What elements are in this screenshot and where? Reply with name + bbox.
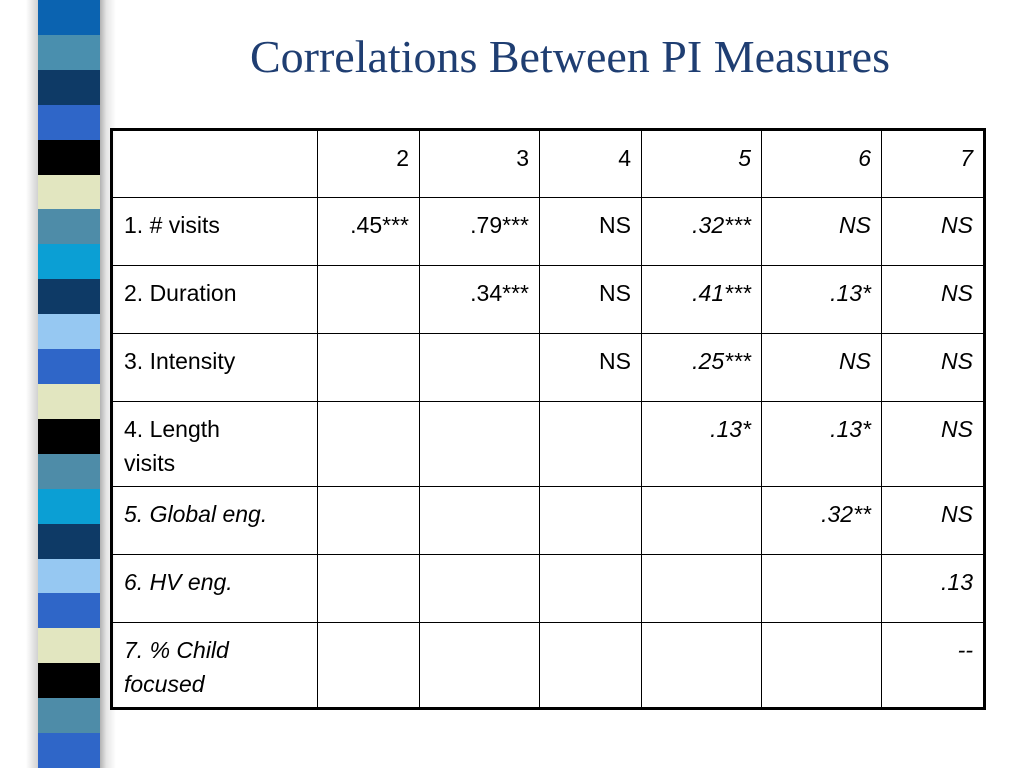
- stripe-segment: [38, 209, 100, 245]
- stripe-segment: [38, 384, 100, 420]
- stripe-segment: [38, 279, 100, 315]
- table-cell: [317, 333, 420, 402]
- table-cell: .34***: [419, 265, 540, 334]
- row-label: 4. Length visits: [111, 401, 318, 487]
- row-label: 3. Intensity: [111, 333, 318, 402]
- header-cell: 4: [539, 129, 642, 198]
- table-cell: [317, 554, 420, 623]
- table-cell: NS: [761, 197, 882, 266]
- table-cell: [317, 486, 420, 555]
- table-row: 5. Global eng. .32** NS: [111, 486, 985, 555]
- stripe-segment: [38, 314, 100, 350]
- table-cell: NS: [539, 197, 642, 266]
- table-cell: [641, 486, 762, 555]
- table-cell: .13: [881, 554, 985, 623]
- header-cell: [111, 129, 318, 198]
- table-cell: [761, 554, 882, 623]
- stripe-segment: [38, 139, 100, 176]
- stripe-segment: [38, 733, 100, 768]
- table-cell: NS: [881, 486, 985, 555]
- stripe-segment: [38, 488, 100, 525]
- row-label: 1. # visits: [111, 197, 318, 266]
- stripe-segment: [38, 523, 100, 560]
- table-cell: NS: [881, 333, 985, 402]
- stripe-segment: [38, 418, 100, 455]
- stripe-segment: [38, 174, 100, 210]
- table-cell: NS: [881, 401, 985, 487]
- table-row: 3. Intensity NS .25*** NS NS: [111, 333, 985, 402]
- stripe-segment: [38, 69, 100, 106]
- table-row: 7. % Child focused --: [111, 622, 985, 709]
- table-cell: [419, 333, 540, 402]
- table-cell: [539, 486, 642, 555]
- stripe-segment: [38, 0, 100, 36]
- table-cell: [539, 554, 642, 623]
- table-cell: [419, 622, 540, 709]
- correlation-table: 2 3 4 5 6 7 1. # visits .45*** .79*** NS…: [110, 128, 986, 710]
- table-cell: --: [881, 622, 985, 709]
- stripe-segment: [38, 558, 100, 594]
- row-label: 6. HV eng.: [111, 554, 318, 623]
- row-label: 5. Global eng.: [111, 486, 318, 555]
- stripe-segment: [38, 244, 100, 280]
- table-row: 2. Duration .34*** NS .41*** .13* NS: [111, 265, 985, 334]
- stripe-segment: [38, 593, 100, 629]
- header-cell: 6: [761, 129, 882, 198]
- table-header-row: 2 3 4 5 6 7: [111, 129, 985, 198]
- stripe-segment: [38, 34, 100, 71]
- table-cell: .25***: [641, 333, 762, 402]
- table-row: 6. HV eng. .13: [111, 554, 985, 623]
- table-row: 1. # visits .45*** .79*** NS .32*** NS N…: [111, 197, 985, 266]
- header-cell: 3: [419, 129, 540, 198]
- table-cell: [641, 554, 762, 623]
- table-cell: [317, 622, 420, 709]
- table-cell: .13*: [761, 401, 882, 487]
- table-cell: [641, 622, 762, 709]
- table-cell: NS: [539, 265, 642, 334]
- table-cell: [539, 622, 642, 709]
- table-cell: NS: [881, 197, 985, 266]
- table-cell: [539, 401, 642, 487]
- table-cell: [761, 622, 882, 709]
- decorative-stripe-band: [38, 0, 100, 768]
- header-cell: 5: [641, 129, 762, 198]
- table-cell: [419, 486, 540, 555]
- table-cell: NS: [539, 333, 642, 402]
- header-cell: 7: [881, 129, 985, 198]
- stripe-segment: [38, 104, 100, 141]
- table-cell: .45***: [317, 197, 420, 266]
- page-title: Correlations Between PI Measures: [249, 31, 890, 82]
- row-label: 2. Duration: [111, 265, 318, 334]
- table-cell: .79***: [419, 197, 540, 266]
- table-cell: [419, 401, 540, 487]
- stripe-segment: [38, 349, 100, 385]
- table-cell: [419, 554, 540, 623]
- stripe-segment: [38, 663, 100, 699]
- header-cell: 2: [317, 129, 420, 198]
- table-cell: NS: [761, 333, 882, 402]
- table-cell: .32***: [641, 197, 762, 266]
- table-cell: .13*: [761, 265, 882, 334]
- stripe-segment: [38, 698, 100, 734]
- table-cell: .32**: [761, 486, 882, 555]
- row-label: 7. % Child focused: [111, 622, 318, 709]
- table-row: 4. Length visits .13* .13* NS: [111, 401, 985, 487]
- table-cell: .13*: [641, 401, 762, 487]
- table-cell: NS: [881, 265, 985, 334]
- stripe-segment: [38, 628, 100, 664]
- table-cell: [317, 265, 420, 334]
- table-cell: .41***: [641, 265, 762, 334]
- stripe-segment: [38, 453, 100, 490]
- table-cell: [317, 401, 420, 487]
- stripe-shadow-left: [26, 0, 38, 768]
